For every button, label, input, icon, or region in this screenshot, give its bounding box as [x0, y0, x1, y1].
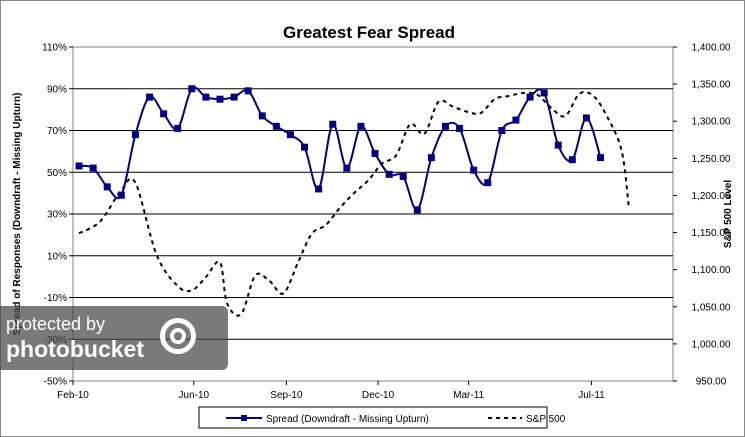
spread-point: [301, 143, 309, 151]
chart-title: Greatest Fear Spread: [283, 23, 455, 42]
x-axis-ticks: Feb-10 Jun-10 Sep-10 Dec-10 Mar-11 Jul-11: [57, 381, 605, 401]
spread-point: [244, 87, 252, 95]
watermark-line2: photobucket: [6, 336, 144, 362]
camera-lens-inner-icon: [170, 328, 186, 344]
legend-box: [198, 406, 548, 429]
x-tick-label: Mar-11: [453, 390, 484, 401]
spread-point: [89, 164, 97, 172]
spread-point: [441, 122, 449, 130]
spread-point: [258, 112, 266, 120]
spread-point: [357, 122, 365, 130]
sp500-line: [78, 90, 630, 317]
photobucket-watermark: protected by photobucket: [0, 306, 228, 370]
spread-point: [385, 170, 393, 178]
spread-point: [540, 89, 548, 97]
spread-point: [131, 131, 139, 139]
y2-tick-label: 1,200.00: [692, 191, 731, 202]
y-tick-label: 50%: [47, 168, 67, 179]
y2-tick-label: 1,000.00: [692, 339, 731, 350]
camera-lens-icon: [160, 318, 196, 354]
legend: Spread (Downdraft - Missing Upturn) S&P …: [198, 406, 566, 429]
left-axis-label: Spread of Responses (Downdraft - Missing…: [12, 93, 23, 336]
spread-point: [343, 164, 351, 172]
y-tick-label: 70%: [47, 126, 67, 137]
y-tick-label: 30%: [47, 210, 67, 221]
spread-point: [568, 156, 576, 164]
y2-tick-label: 1,100.00: [692, 265, 731, 276]
spread-point: [75, 162, 83, 170]
spread-point: [456, 124, 464, 132]
y2-tick-label: 1,050.00: [692, 302, 731, 313]
spread-point: [554, 141, 562, 149]
y2-tick-label: 1,300.00: [692, 117, 731, 128]
y-tick-label: 10%: [47, 251, 67, 262]
spread-point: [597, 154, 605, 162]
series-layer: [75, 85, 630, 317]
spread-point: [582, 114, 590, 122]
right-axis-ticks: 1,400.00 1,350.00 1,300.00 1,250.00 1,200.00…: [673, 43, 731, 388]
y2-tick-label: 1,400.00: [692, 43, 731, 54]
spread-point: [470, 166, 478, 174]
right-axis-label: S&P 500 Level: [723, 180, 734, 248]
spread-point: [188, 85, 196, 93]
y2-tick-label: 1,350.00: [692, 80, 731, 91]
legend-sp500-label: S&P 500: [526, 414, 566, 425]
spread-point: [230, 93, 238, 101]
watermark-line1: protected by: [6, 314, 106, 334]
spread-point: [315, 185, 323, 193]
spread-point: [174, 124, 182, 132]
y-tick-label: 90%: [47, 84, 67, 95]
spread-point: [413, 206, 421, 214]
spread-point: [526, 93, 534, 101]
spread-point: [202, 93, 210, 101]
x-tick-label: Dec-10: [362, 390, 395, 401]
x-tick-label: Sep-10: [270, 390, 303, 401]
y2-tick-label: 1,250.00: [692, 154, 731, 165]
y-tick-label: 110%: [42, 43, 67, 54]
y2-tick-label: 1,150.00: [692, 228, 731, 239]
x-tick-label: Jul-11: [578, 390, 605, 401]
spread-point: [103, 183, 111, 191]
spread-point: [484, 179, 492, 187]
legend-spread-label: Spread (Downdraft - Missing Upturn): [266, 414, 429, 425]
spread-point: [498, 127, 506, 134]
spread-point: [427, 154, 435, 162]
spread-point: [117, 191, 125, 199]
spread-point: [146, 93, 154, 101]
y-tick-label: -10%: [44, 293, 67, 304]
spread-point: [286, 131, 294, 139]
spread-point: [371, 149, 379, 157]
spread-point: [512, 116, 520, 124]
spread-point: [216, 95, 224, 103]
spread-point: [160, 110, 168, 118]
x-tick-label: Feb-10: [57, 390, 89, 401]
spread-point: [329, 120, 337, 128]
y2-tick-label: 950.00: [696, 377, 727, 388]
spread-point: [272, 122, 280, 130]
legend-spread-marker: [241, 415, 247, 421]
spread-point: [399, 172, 407, 180]
y-tick-label: -50%: [44, 377, 67, 388]
x-tick-label: Jun-10: [179, 390, 210, 401]
